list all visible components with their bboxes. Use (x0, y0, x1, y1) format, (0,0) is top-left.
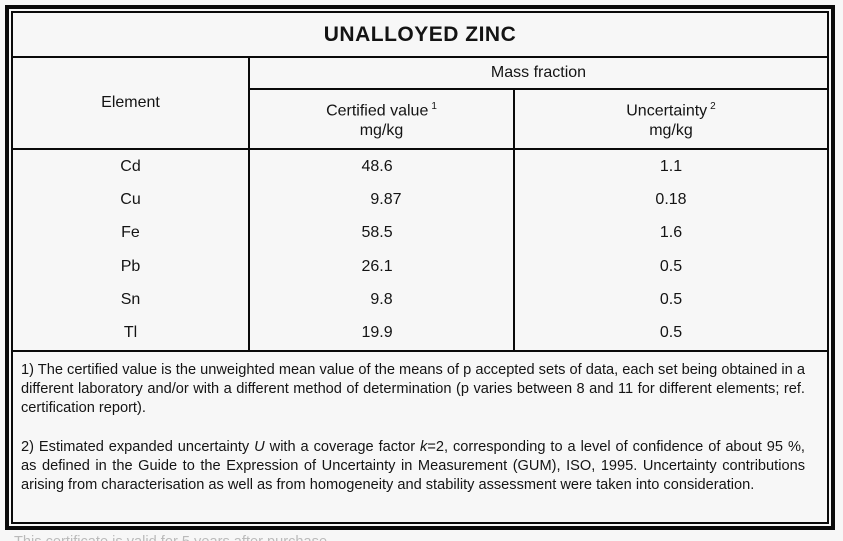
table-row: Fe 58.5 1.6 (13, 216, 827, 250)
element-cell: Pb (13, 249, 250, 284)
footnote-ref-1: 1 (431, 100, 437, 112)
sub-header-row: Certified value 1 mg/kg Uncertainty 2 mg/k… (250, 90, 827, 148)
certified-value: 48.6 (361, 157, 393, 175)
certified-value: 58.5 (361, 224, 393, 242)
mass-fraction-group: Mass fraction Certified value 1 mg/kg Unc… (250, 58, 827, 148)
table-title: UNALLOYED ZINC (13, 13, 827, 58)
certified-value: 19.9 (361, 324, 393, 342)
uncertainty-cell: 0.5 (659, 257, 683, 275)
element-cell: Cd (13, 150, 250, 184)
footnotes-section: 1) The certified value is the unweighted… (13, 352, 827, 522)
element-cell: Cu (13, 183, 250, 217)
certified-value-cell: 19.9 (250, 316, 515, 350)
certified-value-cell: 9.8 (250, 283, 515, 317)
certified-value-cell: 48.6 (250, 150, 515, 184)
uncertainty-cell: 0.5 (659, 290, 683, 308)
certified-value-cell: 58.5 (250, 216, 515, 250)
uncertainty-cell: 1.1 (659, 157, 683, 175)
certified-value-label: Certified value 1 (326, 100, 437, 120)
table-header: Element Mass fraction Certified value 1 m… (13, 58, 827, 150)
table-row: Sn 9.8 0.5 (13, 283, 827, 317)
certificate-table: UNALLOYED ZINC Element Mass fraction Cer… (11, 11, 829, 524)
uncertainty-unit: mg/kg (649, 122, 693, 140)
certified-value-cell: 9.87 (250, 183, 515, 217)
table-body: Cd 48.6 1.1 Cu 9.87 0.18 Fe 58.5 1.6 Pb … (13, 150, 827, 352)
table-row: Cu 9.87 0.18 (13, 183, 827, 217)
uncertainty-cell: 0.18 (655, 190, 687, 208)
column-header-uncertainty: Uncertainty 2 mg/kg (515, 90, 827, 148)
table-row: Pb 26.1 0.5 (13, 249, 827, 284)
certified-value: 9.87 (370, 190, 402, 208)
clipped-footer-text: This certificate is valid for 5 years af… (14, 533, 714, 541)
certified-value-cell: 26.1 (250, 249, 515, 284)
certified-value: 26.1 (361, 257, 393, 275)
column-header-certified-value: Certified value 1 mg/kg (250, 90, 515, 148)
certificate-table-frame: UNALLOYED ZINC Element Mass fraction Cer… (5, 5, 835, 530)
table-row: Tl 19.9 0.5 (13, 316, 827, 350)
element-cell: Fe (13, 216, 250, 250)
footnote-1: 1) The certified value is the unweighted… (21, 362, 805, 417)
footnote-2: 2) Estimated expanded uncertainty U with… (21, 438, 805, 494)
column-header-element: Element (13, 58, 250, 148)
element-cell: Sn (13, 283, 250, 317)
certified-value: 9.8 (370, 290, 393, 308)
uncertainty-cell: 0.5 (659, 324, 683, 342)
uncertainty-cell: 1.6 (659, 224, 683, 242)
footnote-ref-2: 2 (710, 100, 716, 112)
uncertainty-label: Uncertainty 2 (626, 100, 716, 120)
column-header-mass-fraction: Mass fraction (250, 58, 827, 90)
certified-value-unit: mg/kg (359, 122, 404, 140)
table-row: Cd 48.6 1.1 (13, 150, 827, 184)
element-cell: Tl (13, 316, 250, 350)
